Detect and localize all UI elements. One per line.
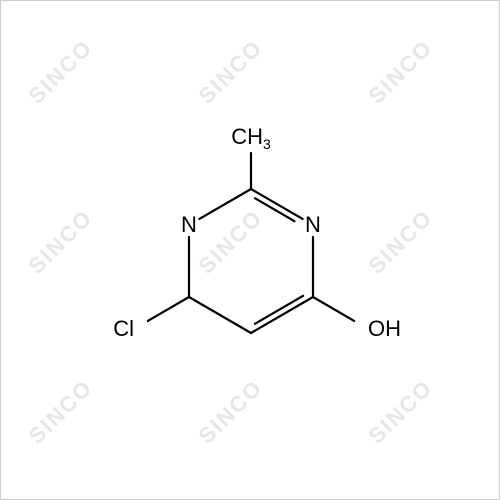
substituent-label: Cl: [113, 316, 134, 341]
substituent-label: CH3: [231, 124, 271, 152]
substituent-label: OH: [368, 316, 401, 341]
atom-label-n: N: [305, 212, 321, 237]
molecule-svg: N N CH3 OH Cl: [1, 1, 500, 500]
molecule-figure: { "figure": { "type": "chemical-structur…: [0, 0, 500, 500]
atom-label-n: N: [181, 212, 197, 237]
